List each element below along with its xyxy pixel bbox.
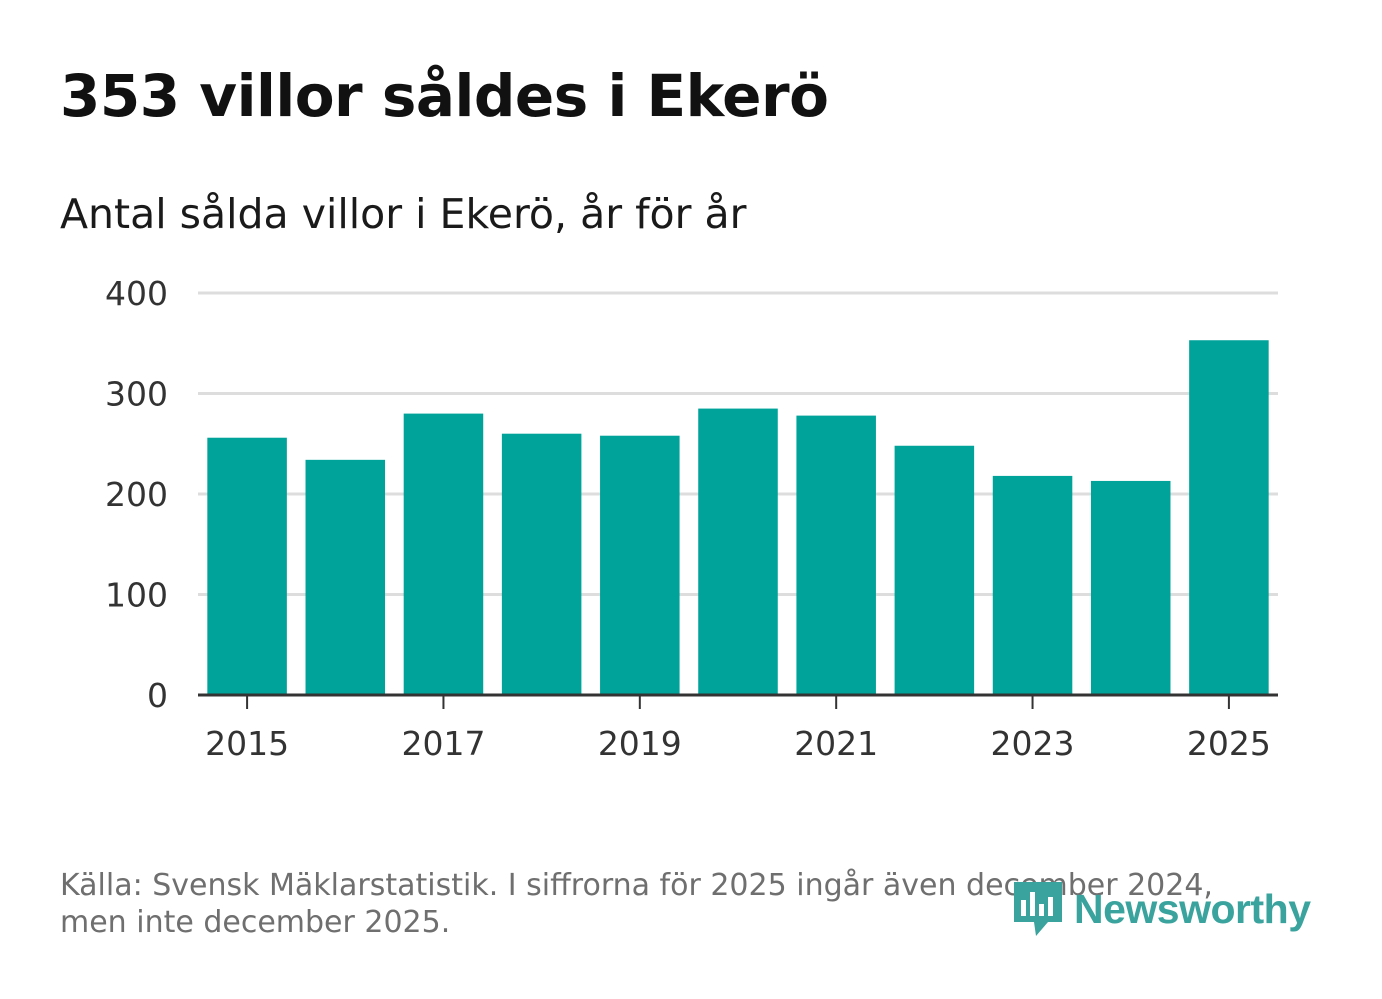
source-line-2: men inte december 2025. bbox=[60, 905, 451, 940]
y-tick-label-0: 0 bbox=[147, 676, 168, 715]
x-tick-label-2025: 2025 bbox=[1187, 724, 1271, 763]
bar-2024 bbox=[1090, 480, 1171, 695]
chart-title: 353 villor såldes i Ekerö bbox=[60, 62, 829, 130]
bar-2016 bbox=[305, 459, 386, 695]
bars bbox=[207, 340, 1269, 695]
x-axis bbox=[198, 693, 1278, 709]
bar-2017 bbox=[403, 413, 484, 695]
x-tick-label-2021: 2021 bbox=[794, 724, 878, 763]
bar-2018 bbox=[501, 433, 582, 695]
x-axis-labels: 2015 2017 2019 2021 2023 2025 bbox=[205, 724, 1271, 763]
y-tick-label-400: 400 bbox=[105, 274, 168, 313]
y-tick-label-200: 200 bbox=[105, 475, 168, 514]
bar-2023 bbox=[992, 475, 1073, 695]
x-tick-label-2019: 2019 bbox=[598, 724, 682, 763]
bar-2019 bbox=[600, 435, 680, 695]
y-tick-label-300: 300 bbox=[105, 375, 168, 414]
logo-text: Newsworthy bbox=[1074, 885, 1311, 932]
chart-subtitle: Antal sålda villor i Ekerö, år för år bbox=[60, 190, 747, 238]
newsworthy-logo: Newsworthy bbox=[1010, 878, 1311, 940]
bar-2025 bbox=[1189, 340, 1269, 695]
y-axis-labels: 0 100 200 300 400 bbox=[105, 274, 168, 715]
x-tick-label-2015: 2015 bbox=[205, 724, 289, 763]
bar-2022 bbox=[894, 445, 975, 695]
bar-2015 bbox=[207, 437, 287, 695]
x-tick-label-2023: 2023 bbox=[991, 724, 1075, 763]
bar-2021 bbox=[796, 415, 876, 695]
newsworthy-chart-bubble-icon bbox=[1014, 882, 1062, 936]
bar-2020 bbox=[698, 408, 778, 695]
x-tick-label-2017: 2017 bbox=[401, 724, 485, 763]
y-tick-label-100: 100 bbox=[105, 576, 168, 615]
